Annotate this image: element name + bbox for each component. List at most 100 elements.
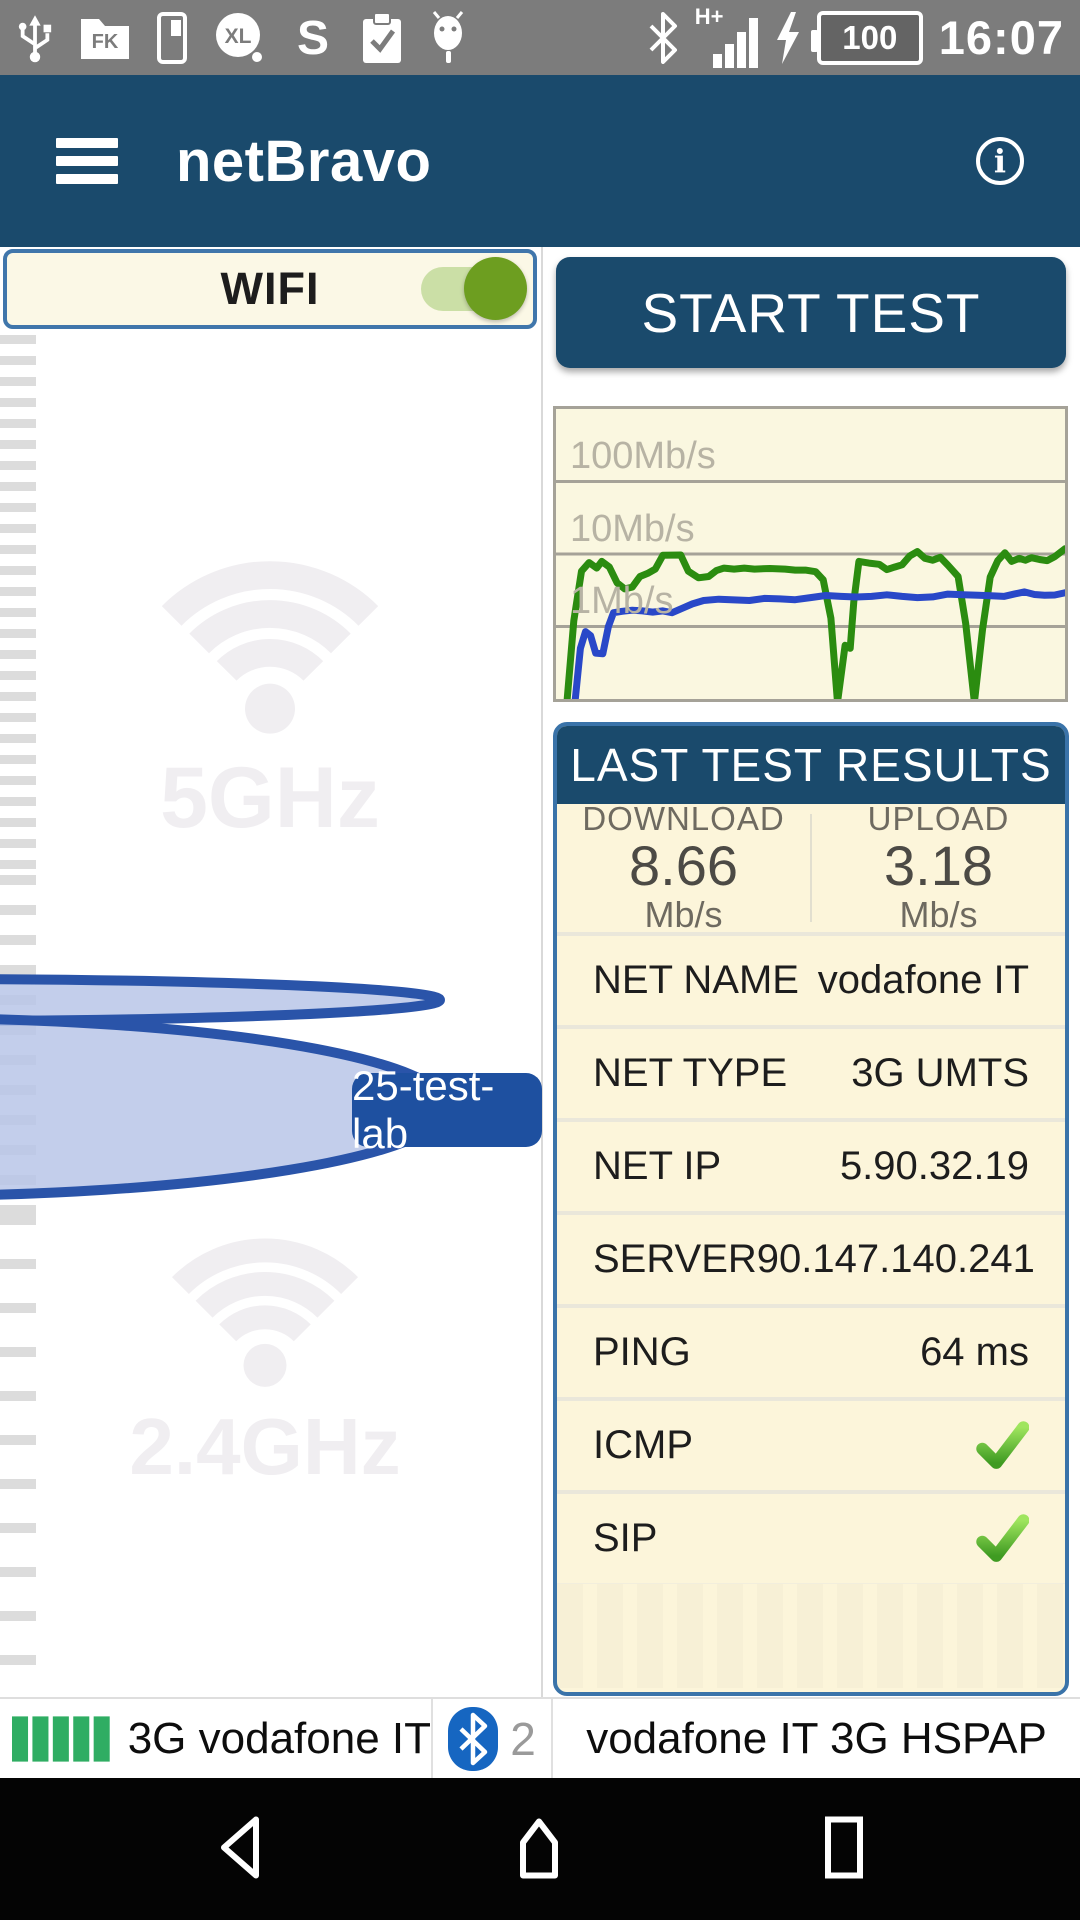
start-test-button[interactable]: START TEST xyxy=(556,257,1066,368)
speed-chart: 100Mb/s 10Mb/s 1Mb/s xyxy=(553,406,1068,702)
network-ellipse xyxy=(0,974,445,1026)
upload-label: UPLOAD xyxy=(867,800,1010,838)
mobile-network-label: 3G vodafone IT xyxy=(127,1713,431,1763)
battery-icon: 100 xyxy=(810,10,923,65)
row-value: 3G UMTS xyxy=(851,1051,1029,1095)
check-icon xyxy=(976,1513,1029,1562)
clock: 16:07 xyxy=(938,11,1064,64)
wifi-icon xyxy=(161,561,379,734)
row-value: vodafone IT xyxy=(817,958,1029,1002)
download-value: 8.66 xyxy=(629,834,738,898)
upload-value: 3.18 xyxy=(884,834,993,898)
band-5ghz-watermark: 5GHz xyxy=(105,542,435,841)
row-value: 64 ms xyxy=(920,1330,1029,1374)
menu-icon[interactable] xyxy=(56,138,118,184)
folder-icon-label: FK xyxy=(92,31,119,53)
table-row: ICMP xyxy=(557,1397,1065,1490)
results-footer-pattern xyxy=(557,1583,1065,1688)
column-divider xyxy=(810,814,812,922)
xl-icon-label: XL xyxy=(225,25,252,48)
y-tick-10: 10Mb/s xyxy=(570,508,695,550)
row-label: SIP xyxy=(593,1516,658,1560)
divider xyxy=(431,1699,433,1778)
upload-unit: Mb/s xyxy=(899,893,978,935)
upload-column: UPLOAD 3.18 Mb/s xyxy=(812,800,1065,935)
bluetooth-section: 2 xyxy=(433,1699,551,1778)
series-download xyxy=(563,545,1065,699)
clipboard-check-icon xyxy=(363,11,401,63)
wifi-toggle[interactable] xyxy=(421,257,527,320)
wifi-icon xyxy=(171,1238,359,1387)
table-row: SIP xyxy=(557,1490,1065,1583)
app-bar: netBravo i xyxy=(0,75,1080,247)
row-label: NET TYPE xyxy=(593,1051,788,1095)
y-tick-100: 100Mb/s xyxy=(570,435,716,477)
table-row: SERVER 90.147.140.241 xyxy=(557,1211,1065,1304)
row-label: NET NAME xyxy=(593,958,799,1002)
row-label: ICMP xyxy=(593,1423,693,1467)
row-value: 90.147.140.241 xyxy=(756,1237,1035,1281)
row-label: SERVER xyxy=(593,1237,757,1281)
signal-bars-icon xyxy=(12,1715,110,1762)
bluetooth-device-count: 2 xyxy=(510,1712,536,1765)
charging-icon xyxy=(776,11,799,64)
home-button[interactable] xyxy=(510,1814,568,1885)
band-24ghz-watermark: 2.4GHz xyxy=(100,1222,430,1487)
android-nav-bar xyxy=(0,1778,1080,1920)
divider xyxy=(551,1699,553,1778)
connection-section: vodafone IT 3G HSPAP xyxy=(553,1699,1080,1778)
s-app-icon: S xyxy=(297,12,329,64)
network-ssid-badge[interactable]: 25-test-lab xyxy=(352,1062,542,1157)
connection-label: vodafone IT 3G HSPAP xyxy=(586,1713,1047,1763)
row-value: 5.90.32.19 xyxy=(839,1144,1029,1188)
xl-circle-icon: XL xyxy=(216,12,262,62)
main-content: 5GHz 2.4GHz 25-test-lab W xyxy=(0,247,1080,1697)
download-label: DOWNLOAD xyxy=(582,800,785,838)
download-unit: Mb/s xyxy=(644,893,723,935)
download-column: DOWNLOAD 8.66 Mb/s xyxy=(557,800,810,935)
folder-icon: FK xyxy=(81,18,129,59)
signal-type-label: H+ xyxy=(694,3,724,29)
status-bar-left-icons: FK XL S xyxy=(16,10,466,65)
wifi-spectrum-panel: 5GHz 2.4GHz 25-test-lab W xyxy=(0,247,543,1697)
recents-button[interactable] xyxy=(822,1814,866,1885)
row-label: PING xyxy=(593,1330,691,1374)
results-title: LAST TEST RESULTS xyxy=(557,726,1065,804)
wifi-network-bubbles xyxy=(0,974,453,1200)
table-row: NET IP 5.90.32.19 xyxy=(557,1118,1065,1211)
bluetooth-status-icon xyxy=(649,11,677,64)
back-button[interactable] xyxy=(212,1814,270,1885)
status-bar-right-icons: H+ 100 16:07 xyxy=(647,4,1064,68)
band-5ghz-label: 5GHz xyxy=(160,750,380,846)
bluetooth-icon xyxy=(448,1706,499,1771)
app-title: netBravo xyxy=(176,128,432,194)
info-icon[interactable]: i xyxy=(976,137,1024,185)
row-label: NET IP xyxy=(593,1144,722,1188)
battery-level: 100 xyxy=(842,18,898,56)
mobile-signal-icon: H+ xyxy=(695,4,759,68)
table-row: NET NAME vodafone IT xyxy=(557,932,1065,1025)
toggle-thumb xyxy=(464,257,527,320)
table-row: PING 64 ms xyxy=(557,1304,1065,1397)
recents-icon xyxy=(825,1816,863,1879)
y-tick-1: 1Mb/s xyxy=(570,580,674,622)
back-icon xyxy=(221,1816,259,1879)
speed-test-panel: START TEST 100Mb/s 10Mb/s 1Mb/s LAST TES… xyxy=(543,247,1080,1697)
series-upload xyxy=(571,588,1065,699)
table-row: NET TYPE 3G UMTS xyxy=(557,1025,1065,1118)
android-status-bar: FK XL S xyxy=(0,0,1080,75)
speed-chart-svg xyxy=(556,480,1065,699)
home-icon xyxy=(520,1818,558,1879)
phone-icon xyxy=(157,11,187,64)
last-test-results-card: LAST TEST RESULTS DOWNLOAD 8.66 Mb/s UPL… xyxy=(553,722,1069,1696)
wifi-toggle-card: WIFI xyxy=(3,249,537,329)
android-icon xyxy=(432,10,464,63)
check-icon xyxy=(976,1420,1029,1469)
download-upload-block: DOWNLOAD 8.66 Mb/s UPLOAD 3.18 Mb/s xyxy=(557,800,1065,935)
band-24ghz-label: 2.4GHz xyxy=(129,1402,401,1491)
usb-icon xyxy=(18,14,52,62)
s-icon-label: S xyxy=(297,12,329,64)
mobile-network-section: 3G vodafone IT xyxy=(0,1699,431,1778)
wifi-label: WIFI xyxy=(220,263,320,314)
